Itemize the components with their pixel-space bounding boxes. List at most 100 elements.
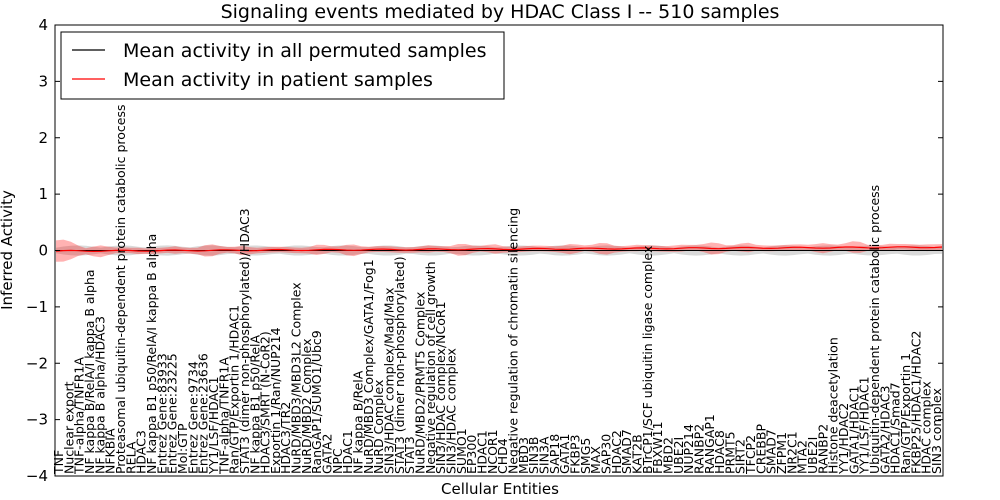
- entity-label: SAP30: [598, 434, 613, 474]
- entity-label: NF kappa B1 p50/RelA: [247, 334, 262, 474]
- x-axis-label: Cellular Entities: [441, 480, 559, 498]
- y-tick-label: 2: [38, 129, 48, 147]
- entity-label: HDAC2: [609, 430, 624, 474]
- entity-label: SMAD7: [619, 429, 634, 474]
- entity-label: NF kappa B alpha/HDAC3: [92, 316, 107, 474]
- entity-label: KAT2B: [629, 434, 644, 474]
- entity-label: RANBP2: [815, 424, 830, 474]
- y-tick-label: 1: [38, 185, 48, 203]
- entity-label: Proteasomal ubiquitin-dependent protein …: [113, 105, 128, 475]
- entity-label: RanGAP1/SUMO1/Ubc9: [309, 330, 324, 474]
- entity-label: YY1/LSF/HDAC1: [857, 376, 872, 475]
- entity-label: SMAD7: [764, 429, 779, 474]
- entity-label: FBXW11: [650, 421, 665, 474]
- entity-label: HDAC8: [712, 430, 727, 474]
- entity-label: NuRD/MBD3 Complex/GATA1/Fog1: [361, 259, 376, 474]
- legend-label-patient: Mean activity in patient samples: [123, 69, 433, 91]
- entity-label: SIN3B: [526, 437, 541, 475]
- entity-label: NPC: [330, 448, 345, 474]
- legend: Mean activity in all permuted samples Me…: [60, 31, 505, 100]
- entity-label: MAX: [588, 446, 603, 474]
- entity-label: HDAC1/Smad7: [888, 382, 903, 474]
- entity-label: NuRD/MBD3/MBD3L2 Complex: [289, 282, 304, 474]
- entity-label: NuRD Complex: [371, 380, 386, 474]
- entity-label: SAP18: [547, 434, 562, 474]
- entity-label: TNF-alpha/TNFR1A: [216, 357, 231, 475]
- plot-frame: [54, 24, 944, 477]
- entity-label: Ubiquitin-dependent protein catabolic pr…: [867, 185, 882, 474]
- y-ticks: 4 3 2 1 0 −1 −2 −3 −4: [26, 16, 943, 485]
- entity-label: Entrez Gene:23225: [165, 353, 180, 474]
- entity-label: ZFPM1: [774, 432, 789, 474]
- entity-label: Negative regulation of chromatin silenci…: [505, 208, 520, 474]
- entity-label: UBE2I: [671, 437, 686, 474]
- entity-label: HDAC1: [475, 430, 490, 474]
- entity-label: MBD2: [660, 437, 675, 474]
- entity-label: HDAC3/TR2: [278, 402, 293, 474]
- entity-label: GATA2: [320, 434, 335, 474]
- entity-label: CHD4: [495, 438, 510, 474]
- y-tick-label: −2: [26, 354, 48, 372]
- y-tick-label: −3: [26, 411, 48, 429]
- entity-label: Nuclear export: [61, 381, 76, 474]
- y-tick-label: 4: [38, 16, 48, 34]
- entity-label: RANGAP1: [702, 414, 717, 474]
- entity-label: SMG5: [578, 438, 593, 474]
- entity-label: CREBBP: [753, 424, 768, 474]
- entity-label: Ran/GTP/Exportin 1/HDAC1: [227, 305, 242, 474]
- entity-label: HDAC complex: [919, 381, 934, 474]
- entity-label: FKBP3: [567, 435, 582, 474]
- entity-label: STAT3 (dimer non-phosphorylated)/HDAC3: [237, 208, 252, 474]
- entity-label: HDAC1: [340, 430, 355, 474]
- entity-label: GATA2/HDAC3: [877, 386, 892, 474]
- entity-label: Entrez Gene:23636: [196, 353, 211, 474]
- entity-label: NuRD/MBD2 Complex: [299, 338, 314, 474]
- entity-label: NF kappa B/RelA/I kappa B alpha: [82, 269, 97, 474]
- entity-label: NR2C1: [784, 431, 799, 474]
- y-tick-label: −4: [26, 467, 48, 485]
- entity-label: GATA1/HDAC1: [846, 386, 861, 474]
- entity-label: Entrez Gene:9734: [185, 361, 200, 474]
- entity-label: MBD3: [516, 437, 531, 474]
- entity-label: NCOR1: [485, 429, 500, 474]
- entity-label: RELA: [123, 441, 138, 474]
- entity-label: HDAC3/SMRT (N-CoR2): [258, 331, 273, 474]
- entity-label: SIN3/HDAC complex/NCoR1: [433, 301, 448, 474]
- legend-box: [60, 31, 505, 100]
- patient-mean-line: [55, 246, 943, 253]
- entity-label: RANBP2: [691, 424, 706, 474]
- entity-label: NUP214: [681, 424, 696, 474]
- entity-label: STAT3: [402, 436, 417, 474]
- entity-label: Ran/GTP/Exportin 1: [898, 353, 913, 474]
- entity-label: STAT3 (dimer non-phosphorylated): [392, 256, 407, 474]
- entity-label: NF kappa B/RelA: [351, 370, 366, 474]
- entity-label: MTA2: [795, 440, 810, 474]
- entity-label: SIN3/HDAC complex: [444, 348, 459, 474]
- entity-label: HDAC3: [134, 430, 149, 474]
- entity-label: SIRT2: [733, 439, 748, 474]
- y-tick-label: 0: [38, 242, 48, 260]
- entity-label: Entrez Gene:83933: [154, 353, 169, 474]
- entity-label: BTrCP1/SCF ubiquitin ligase complex: [640, 246, 655, 474]
- entity-label: Histone deacetylation: [826, 337, 841, 474]
- entity-label: SUMO1: [454, 428, 469, 474]
- entity-label: TFCP2: [743, 435, 758, 475]
- entity-label: SIN3A: [536, 436, 551, 474]
- entity-label: NF kappa B1 p50/RelA/I kappa B alpha: [144, 234, 159, 474]
- entity-label: Negative regulation of cell growth: [423, 261, 438, 474]
- entity-label: NFKBIA: [103, 428, 118, 474]
- entity-label: SIN3 complex: [929, 388, 944, 474]
- entity-label: Exportin 1/Ran/NUP214: [268, 327, 283, 474]
- entity-label: GATA1: [557, 434, 572, 474]
- entity-label: YY1/HDAC2: [836, 403, 851, 475]
- y-tick-label: −1: [26, 298, 48, 316]
- entity-label: TNF-alpha/TNFR1A: [72, 357, 87, 475]
- entity-label: Mol:GTP: [175, 423, 190, 474]
- entity-label: PRMT5: [722, 431, 737, 474]
- entity-label: NuRD/MBD2/PRMT5 Complex: [413, 292, 428, 474]
- chart-title: Signaling events mediated by HDAC Class …: [221, 1, 780, 23]
- entity-label: FKBP25/HDAC1/HDAC2: [908, 331, 923, 474]
- entity-label: SIN3/HDAC complex/Mad/Max: [382, 287, 397, 474]
